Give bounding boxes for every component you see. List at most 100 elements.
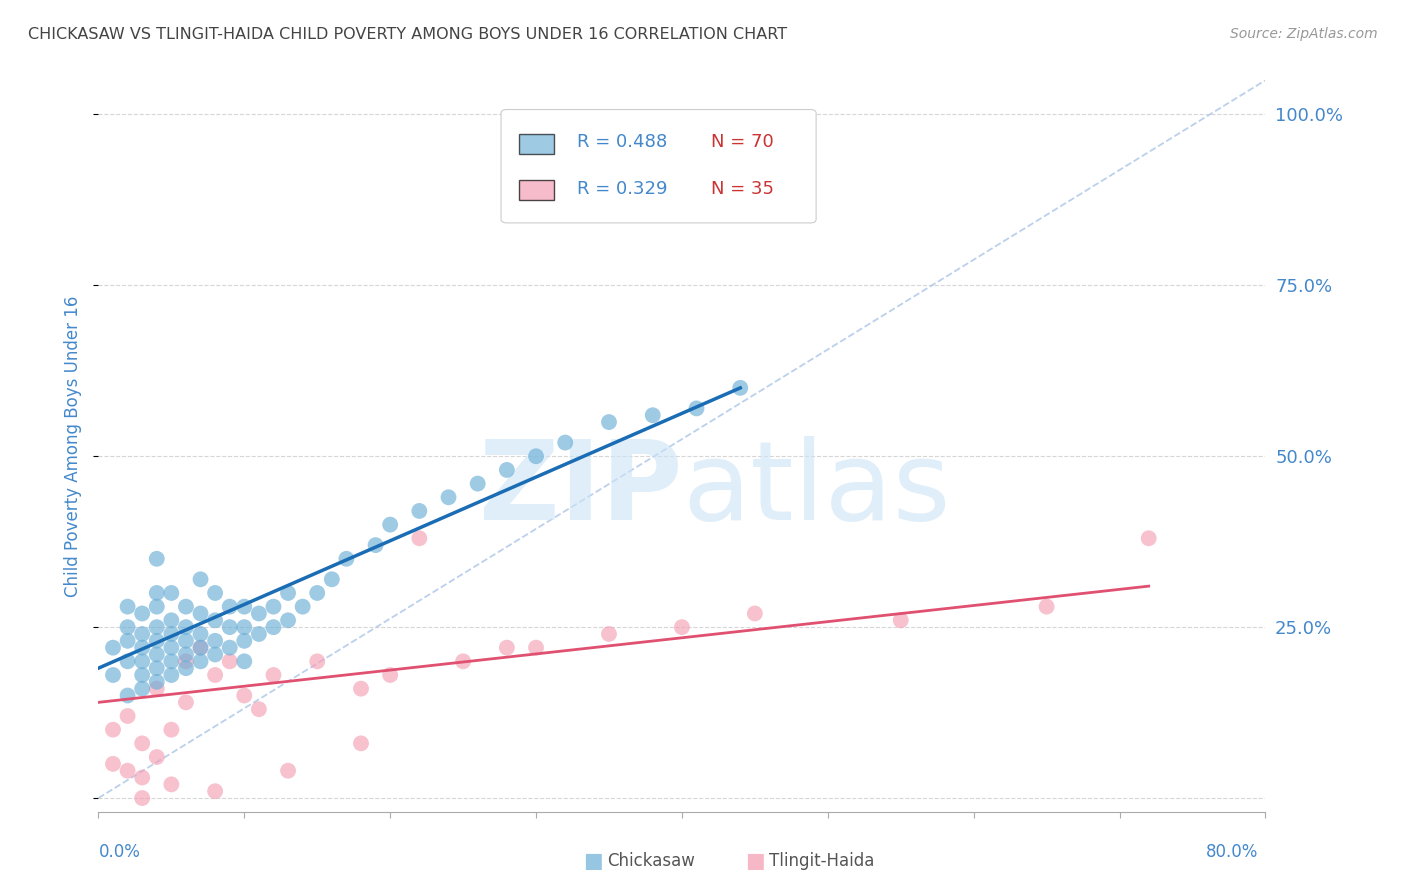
Point: [117, 620, 139, 634]
Point: [117, 764, 139, 778]
Point: [146, 750, 169, 764]
Point: [335, 551, 357, 566]
Point: [685, 401, 707, 416]
Point: [160, 654, 183, 668]
Point: [131, 654, 153, 668]
Point: [307, 654, 329, 668]
Point: [262, 668, 284, 682]
Point: [160, 613, 183, 627]
Point: [160, 586, 183, 600]
Text: 0.0%: 0.0%: [98, 843, 141, 861]
Point: [117, 654, 139, 668]
Point: [1035, 599, 1057, 614]
Text: Tlingit-Haida: Tlingit-Haida: [769, 852, 875, 870]
Point: [380, 668, 402, 682]
Point: [190, 607, 212, 621]
Text: N = 35: N = 35: [711, 179, 775, 197]
Text: Chickasaw: Chickasaw: [607, 852, 695, 870]
Point: [218, 640, 240, 655]
Point: [247, 627, 270, 641]
Point: [408, 531, 430, 545]
Point: [218, 599, 240, 614]
Point: [204, 586, 226, 600]
Point: [146, 648, 169, 662]
FancyBboxPatch shape: [519, 180, 554, 200]
Point: [160, 627, 183, 641]
FancyBboxPatch shape: [519, 134, 554, 154]
Text: ■: ■: [745, 851, 765, 871]
Point: [744, 607, 766, 621]
Point: [204, 668, 226, 682]
Point: [233, 689, 256, 703]
Point: [1137, 531, 1160, 545]
Point: [890, 613, 912, 627]
Point: [160, 668, 183, 682]
Point: [174, 695, 197, 709]
Point: [730, 381, 752, 395]
Point: [190, 640, 212, 655]
Point: [131, 640, 153, 655]
Point: [204, 648, 226, 662]
Point: [146, 661, 169, 675]
Point: [190, 627, 212, 641]
Point: [131, 681, 153, 696]
Point: [496, 463, 519, 477]
Point: [233, 654, 256, 668]
Point: [131, 736, 153, 750]
Point: [524, 640, 547, 655]
Point: [233, 633, 256, 648]
Point: [233, 599, 256, 614]
Point: [101, 723, 124, 737]
Point: [146, 674, 169, 689]
Point: [174, 620, 197, 634]
Point: [262, 620, 284, 634]
Point: [380, 517, 402, 532]
Point: [101, 668, 124, 682]
Text: atlas: atlas: [682, 436, 950, 543]
Point: [101, 756, 124, 771]
Point: [496, 640, 519, 655]
Point: [146, 599, 169, 614]
Point: [101, 640, 124, 655]
Point: [146, 586, 169, 600]
Point: [671, 620, 693, 634]
Text: 80.0%: 80.0%: [1206, 843, 1258, 861]
Point: [117, 689, 139, 703]
Point: [247, 607, 270, 621]
Point: [160, 640, 183, 655]
Text: Source: ZipAtlas.com: Source: ZipAtlas.com: [1230, 27, 1378, 41]
Point: [364, 538, 387, 552]
Point: [146, 551, 169, 566]
Text: N = 70: N = 70: [711, 134, 773, 152]
Point: [174, 661, 197, 675]
Point: [598, 627, 620, 641]
Point: [350, 681, 373, 696]
Point: [408, 504, 430, 518]
Point: [174, 599, 197, 614]
Point: [131, 791, 153, 805]
Text: ■: ■: [583, 851, 603, 871]
Point: [190, 654, 212, 668]
Point: [641, 409, 664, 423]
Point: [277, 586, 299, 600]
Point: [233, 620, 256, 634]
Point: [451, 654, 474, 668]
Text: R = 0.329: R = 0.329: [576, 179, 668, 197]
FancyBboxPatch shape: [501, 110, 815, 223]
Point: [160, 777, 183, 791]
Point: [598, 415, 620, 429]
Point: [131, 627, 153, 641]
Point: [146, 633, 169, 648]
Point: [190, 572, 212, 586]
Point: [247, 702, 270, 716]
Text: ZIP: ZIP: [478, 436, 682, 543]
Text: R = 0.488: R = 0.488: [576, 134, 666, 152]
Point: [524, 449, 547, 463]
Point: [131, 607, 153, 621]
Point: [174, 654, 197, 668]
Point: [437, 490, 460, 504]
Point: [307, 586, 329, 600]
Point: [218, 654, 240, 668]
Point: [291, 599, 314, 614]
Point: [277, 613, 299, 627]
